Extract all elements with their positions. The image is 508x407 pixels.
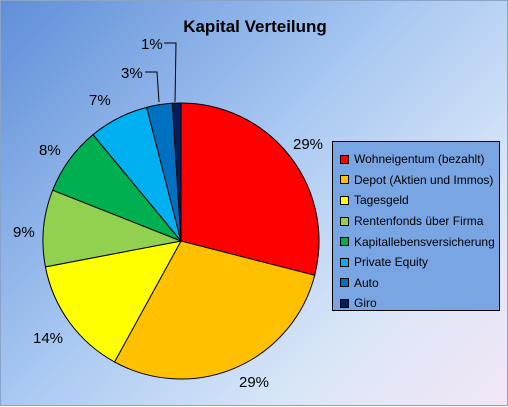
legend-label: Giro bbox=[354, 296, 377, 311]
legend-swatch bbox=[340, 237, 349, 247]
legend-label: Wohneigentum (bezahlt) bbox=[354, 152, 485, 167]
data-label-4: 9% bbox=[13, 224, 35, 241]
legend-label: Rentenfonds über Firma bbox=[354, 214, 484, 229]
legend-item: Giro bbox=[340, 293, 499, 314]
data-label-8: 1% bbox=[141, 36, 163, 53]
pie-slice-1 bbox=[180, 102, 320, 276]
legend-label: Tagesgeld bbox=[354, 193, 409, 208]
pie-slice-2 bbox=[113, 240, 316, 380]
data-label-6: 7% bbox=[89, 92, 111, 109]
legend-item: Private Equity bbox=[340, 252, 499, 273]
data-label-3: 14% bbox=[33, 330, 63, 347]
legend-swatch bbox=[340, 278, 349, 288]
legend-item: Rentenfonds über Firma bbox=[340, 211, 499, 232]
legend-swatch bbox=[340, 257, 349, 267]
legend-swatch bbox=[340, 154, 349, 164]
legend-item: Auto bbox=[340, 273, 499, 294]
legend-swatch bbox=[340, 216, 349, 226]
legend: Wohneigentum (bezahlt) Depot (Aktien und … bbox=[332, 141, 500, 311]
legend-item: Kapitallebensversicherung bbox=[340, 231, 499, 252]
chart-title: Kapital Verteilung bbox=[183, 17, 327, 36]
pie-slice-8 bbox=[171, 102, 182, 242]
legend-item: Depot (Aktien und Immos) bbox=[340, 170, 499, 191]
legend-item: Wohneigentum (bezahlt) bbox=[340, 149, 499, 170]
legend-swatch bbox=[340, 175, 349, 185]
leader-line-7 bbox=[145, 71, 160, 103]
legend-label: Auto bbox=[354, 275, 379, 290]
legend-item: Tagesgeld bbox=[340, 190, 499, 211]
legend-swatch bbox=[340, 298, 349, 308]
legend-label: Private Equity bbox=[354, 255, 429, 270]
data-label-1: 29% bbox=[293, 136, 323, 153]
pie-slice-3 bbox=[44, 240, 182, 363]
data-label-7: 3% bbox=[121, 65, 143, 82]
data-label-2: 29% bbox=[239, 374, 269, 391]
data-label-5: 8% bbox=[39, 142, 61, 159]
leader-line-8 bbox=[164, 42, 177, 103]
legend-swatch bbox=[340, 195, 349, 205]
legend-label: Depot (Aktien und Immos) bbox=[354, 172, 494, 187]
legend-label: Kapitallebensversicherung bbox=[354, 234, 495, 249]
